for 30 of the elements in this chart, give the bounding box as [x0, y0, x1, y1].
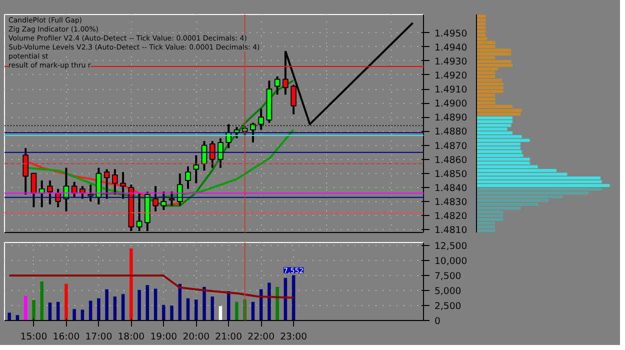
- x-tick-label: 21:00: [215, 332, 242, 342]
- y-tick-label: 7,500: [434, 271, 462, 282]
- y-tick-label: 1.4870: [434, 140, 468, 152]
- x-tick-label: 19:00: [150, 332, 178, 342]
- y-tick-label: 1.4890: [434, 112, 468, 124]
- y-tick-label: 1.4940: [434, 42, 468, 54]
- y-tick-label: 1.4820: [434, 211, 468, 222]
- y-tick-label: 12,500: [434, 241, 468, 252]
- y-tick-label: 0: [434, 316, 440, 327]
- y-tick-label: 1.4830: [434, 197, 468, 208]
- x-tick-label: 20:00: [182, 332, 210, 342]
- x-tick-label: 22:00: [248, 332, 275, 342]
- y-tick-label: 1.4900: [434, 98, 468, 110]
- y-tick-label: 1.4920: [434, 70, 468, 82]
- x-tick-label: 18:00: [118, 332, 145, 342]
- y-tick-label: 1.4850: [434, 168, 468, 180]
- x-tick-label: 17:00: [85, 332, 112, 342]
- x-tick-label: 16:00: [52, 332, 80, 342]
- y-tick-label: 1.4880: [434, 126, 468, 138]
- x-tick-label: 23:00: [280, 332, 308, 342]
- x-tick-label: 15:00: [20, 332, 48, 342]
- y-tick-label: 1.4950: [434, 28, 468, 40]
- y-tick-label: 1.4840: [434, 182, 468, 194]
- y-tick-label: 10,000: [434, 256, 468, 267]
- y-tick-label: 1.4860: [434, 154, 468, 166]
- y-tick-label: 2,500: [434, 301, 462, 312]
- y-tick-label: 1.4910: [434, 84, 468, 96]
- y-tick-label: 1.4930: [434, 56, 468, 68]
- y-tick-label: 1.4810: [434, 225, 468, 236]
- y-tick-label: 5,000: [434, 286, 462, 297]
